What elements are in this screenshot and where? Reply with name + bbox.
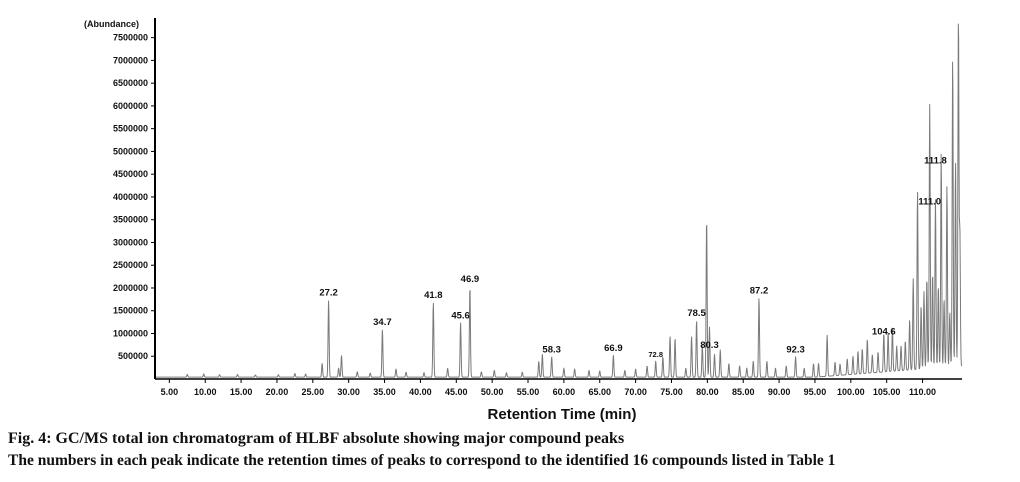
- chromatogram-chart: 500000 1000000 1500000 2000000 2500000 300000…: [84, 18, 963, 423]
- y-axis-title: (Abundance): [84, 19, 139, 29]
- peak-label: 66.9: [604, 343, 623, 354]
- x-tick-label: 30.00: [337, 387, 360, 397]
- y-tick-label: 2000000: [113, 283, 148, 293]
- y-tick-label: 6000000: [113, 101, 148, 111]
- peak-label: 104.6: [872, 326, 896, 337]
- y-tick-label: 1000000: [113, 328, 148, 338]
- figure-caption-note: The numbers in each peak indicate the re…: [8, 452, 836, 469]
- x-tick-label: 105.00: [873, 387, 901, 397]
- x-tick-label: 55.00: [517, 387, 540, 397]
- y-tick-label: 5500000: [113, 124, 148, 134]
- x-tick-label: 20.00: [266, 387, 289, 397]
- peak-label: 111.8: [924, 156, 947, 167]
- y-tick-label: 2500000: [113, 260, 148, 270]
- peak-label: 45.6: [451, 310, 470, 321]
- peak-label: 41.8: [424, 290, 443, 301]
- x-axis-ticks: 5.00 10.00 15.00 20.00 25.00 30.00 35.00 40.00 4…: [161, 379, 936, 397]
- peak-label: 87.2: [750, 285, 769, 296]
- peak-label: 46.9: [461, 274, 480, 285]
- x-tick-label: 35.00: [373, 387, 396, 397]
- y-tick-label: 3000000: [113, 237, 148, 247]
- x-tick-label: 65.00: [588, 387, 611, 397]
- x-tick-label: 110.00: [909, 387, 936, 397]
- x-tick-label: 70.00: [624, 387, 647, 397]
- x-tick-label: 5.00: [161, 387, 179, 397]
- peak-label: 72.8: [648, 350, 663, 359]
- x-tick-label: 45.00: [445, 387, 468, 397]
- y-tick-label: 7000000: [113, 55, 148, 65]
- x-tick-label: 40.00: [409, 387, 432, 397]
- x-tick-label: 100.00: [837, 387, 865, 397]
- y-tick-label: 1500000: [113, 306, 148, 316]
- y-tick-label: 4000000: [113, 192, 148, 202]
- peak-label: 27.2: [319, 288, 338, 299]
- peak-label: 92.3: [786, 345, 805, 356]
- x-tick-label: 75.00: [660, 387, 683, 397]
- peak-label: 34.7: [373, 317, 392, 328]
- y-tick-label: 4500000: [113, 169, 148, 179]
- x-tick-label: 50.00: [481, 387, 504, 397]
- x-tick-label: 15.00: [230, 387, 253, 397]
- y-tick-label: 3500000: [113, 215, 148, 225]
- peak-label: 80.3: [700, 340, 719, 351]
- x-tick-label: 10.00: [194, 387, 217, 397]
- y-axis-ticks: 500000 1000000 1500000 2000000 2500000 300000…: [113, 33, 155, 361]
- y-tick-label: 7500000: [113, 33, 148, 43]
- peak-label: 78.5: [687, 308, 706, 319]
- x-tick-label: 95.00: [804, 387, 827, 397]
- peak-annotations: 27.2 34.7 41.8 45.6 46.9 58.3 66.9 72.8 78.5 80.3…: [319, 156, 946, 359]
- x-tick-label: 90.00: [768, 387, 791, 397]
- peak-label: 111.0: [918, 197, 941, 208]
- x-tick-label: 80.00: [696, 387, 719, 397]
- x-tick-label: 25.00: [302, 387, 325, 397]
- x-axis-title: Retention Time (min): [488, 406, 637, 423]
- chromatogram-trace: [154, 23, 963, 378]
- y-tick-label: 5000000: [113, 146, 148, 156]
- y-tick-label: 6500000: [113, 78, 148, 88]
- peak-label: 58.3: [542, 345, 561, 356]
- y-tick-label: 500000: [118, 351, 148, 361]
- figure-caption-title: Fig. 4: GC/MS total ion chromatogram of …: [8, 430, 625, 447]
- x-tick-label: 85.00: [732, 387, 755, 397]
- x-tick-label: 60.00: [553, 387, 576, 397]
